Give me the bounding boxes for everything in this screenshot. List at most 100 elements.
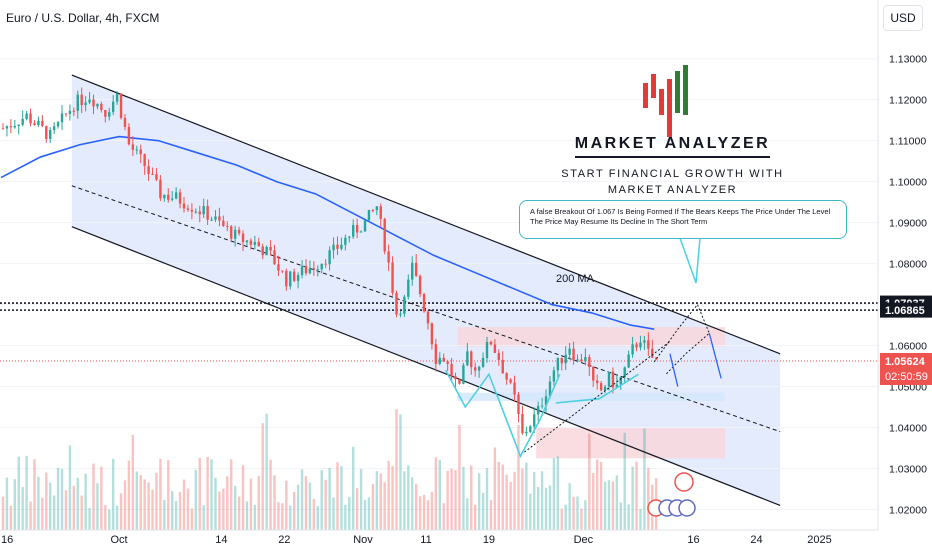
volume-bar: [131, 434, 135, 530]
candle-body: [5, 126, 9, 129]
volume-bar: [414, 484, 418, 530]
candle-body: [127, 126, 131, 145]
volume-bar: [88, 507, 91, 530]
volume-bar: [190, 508, 194, 530]
candle-body: [100, 103, 103, 110]
volume-bar: [611, 481, 615, 530]
candle-body: [367, 210, 371, 221]
candle-body: [544, 396, 548, 406]
logo-bar: [667, 79, 672, 137]
time-axis[interactable]: 16 Oct 14 22 Nov 11 19 Dec 16 24 2025: [0, 529, 878, 550]
volume-bar: [17, 456, 20, 530]
candle-body: [241, 233, 245, 243]
candle-body: [178, 192, 182, 204]
candle-body: [375, 206, 379, 211]
symbol-title: Euro / U.S. Dollar, 4h, FXCM: [6, 11, 160, 25]
candle-body: [139, 149, 142, 155]
volume-bar: [533, 471, 536, 530]
candle-body: [210, 219, 213, 221]
volume-bar: [233, 485, 237, 530]
candle-body: [517, 394, 520, 414]
volume-bar: [481, 492, 485, 530]
candle-body: [533, 414, 536, 427]
price-axis[interactable]: 1.020001.030001.040001.050001.060001.070…: [877, 0, 932, 550]
volume-bar: [367, 497, 371, 530]
volume-bar: [198, 457, 201, 530]
volume-bar: [25, 455, 28, 530]
candle-body: [450, 363, 453, 377]
volume-bar: [159, 458, 162, 530]
volume-bar: [76, 477, 79, 530]
level-lower-label: 1.06865: [885, 305, 925, 317]
volume-bar: [33, 459, 36, 530]
time-axis-bg: [0, 530, 878, 550]
volume-bar: [241, 465, 245, 530]
volume-bar: [269, 459, 272, 530]
analysis-note[interactable]: A false Breakout Of 1.067 Is Being Forme…: [519, 200, 847, 239]
zones-layer: [457, 327, 726, 459]
volume-bar: [292, 491, 296, 530]
volume-bar: [324, 479, 327, 530]
candle-body: [265, 246, 268, 256]
volume-bar: [344, 504, 347, 530]
volume-bar: [371, 483, 375, 530]
candle-body: [226, 225, 229, 227]
volume-bar: [399, 414, 402, 530]
candle-body: [462, 365, 465, 384]
candle-body: [296, 275, 300, 281]
candle-body: [147, 166, 150, 174]
volume-bar: [127, 460, 131, 530]
us-flag-event-icon: [674, 472, 694, 492]
volume-bar: [182, 479, 186, 530]
countdown-label: 02:50:59: [885, 371, 928, 383]
currency-button[interactable]: USD: [883, 5, 923, 31]
candle-body: [249, 240, 253, 245]
candle-body: [253, 241, 257, 245]
time-tick-label: 11: [420, 534, 431, 546]
candle-body: [233, 229, 237, 239]
volume-bar: [226, 476, 229, 530]
volume-bar: [308, 482, 312, 530]
candle-body: [607, 371, 611, 387]
zone-support: [536, 427, 726, 459]
volume-bar: [442, 503, 445, 530]
candle-body: [80, 94, 83, 106]
volume-bar: [296, 484, 300, 530]
volume-bar: [544, 487, 548, 530]
candle-body: [509, 379, 512, 383]
time-tick-label: 24: [750, 534, 762, 546]
candle-body: [619, 376, 622, 385]
volume-bar: [580, 508, 583, 530]
candle-body: [52, 126, 56, 131]
brand-name: MARKET ANALYZER: [574, 135, 771, 158]
candle-body: [108, 112, 111, 117]
candle-body: [167, 194, 170, 200]
candle-body: [230, 226, 233, 239]
candle-body: [45, 126, 48, 140]
volume-bar: [281, 503, 284, 530]
volume-bar: [9, 505, 13, 530]
volume-bar: [493, 447, 497, 530]
candle-body: [119, 93, 123, 118]
candle-body: [647, 340, 650, 349]
volume-bar: [13, 479, 17, 530]
volume-bar: [328, 467, 331, 530]
price-tick-label: 1.09000: [889, 218, 927, 230]
candle-body: [21, 118, 24, 125]
candle-body: [454, 376, 457, 380]
candle-body: [399, 313, 402, 315]
zone-demand: [457, 392, 726, 401]
volume-bar: [340, 466, 343, 530]
candle-body: [379, 206, 382, 219]
time-tick-label: Dec: [574, 534, 594, 546]
candle-body: [611, 371, 615, 388]
candle-body: [237, 229, 241, 234]
candle-body: [470, 351, 473, 368]
volume-bar: [100, 466, 103, 530]
candle-body: [194, 211, 198, 213]
candle-body: [261, 246, 264, 256]
volume-bar: [52, 495, 56, 530]
candle-body: [395, 292, 398, 315]
candle-body: [411, 262, 414, 280]
